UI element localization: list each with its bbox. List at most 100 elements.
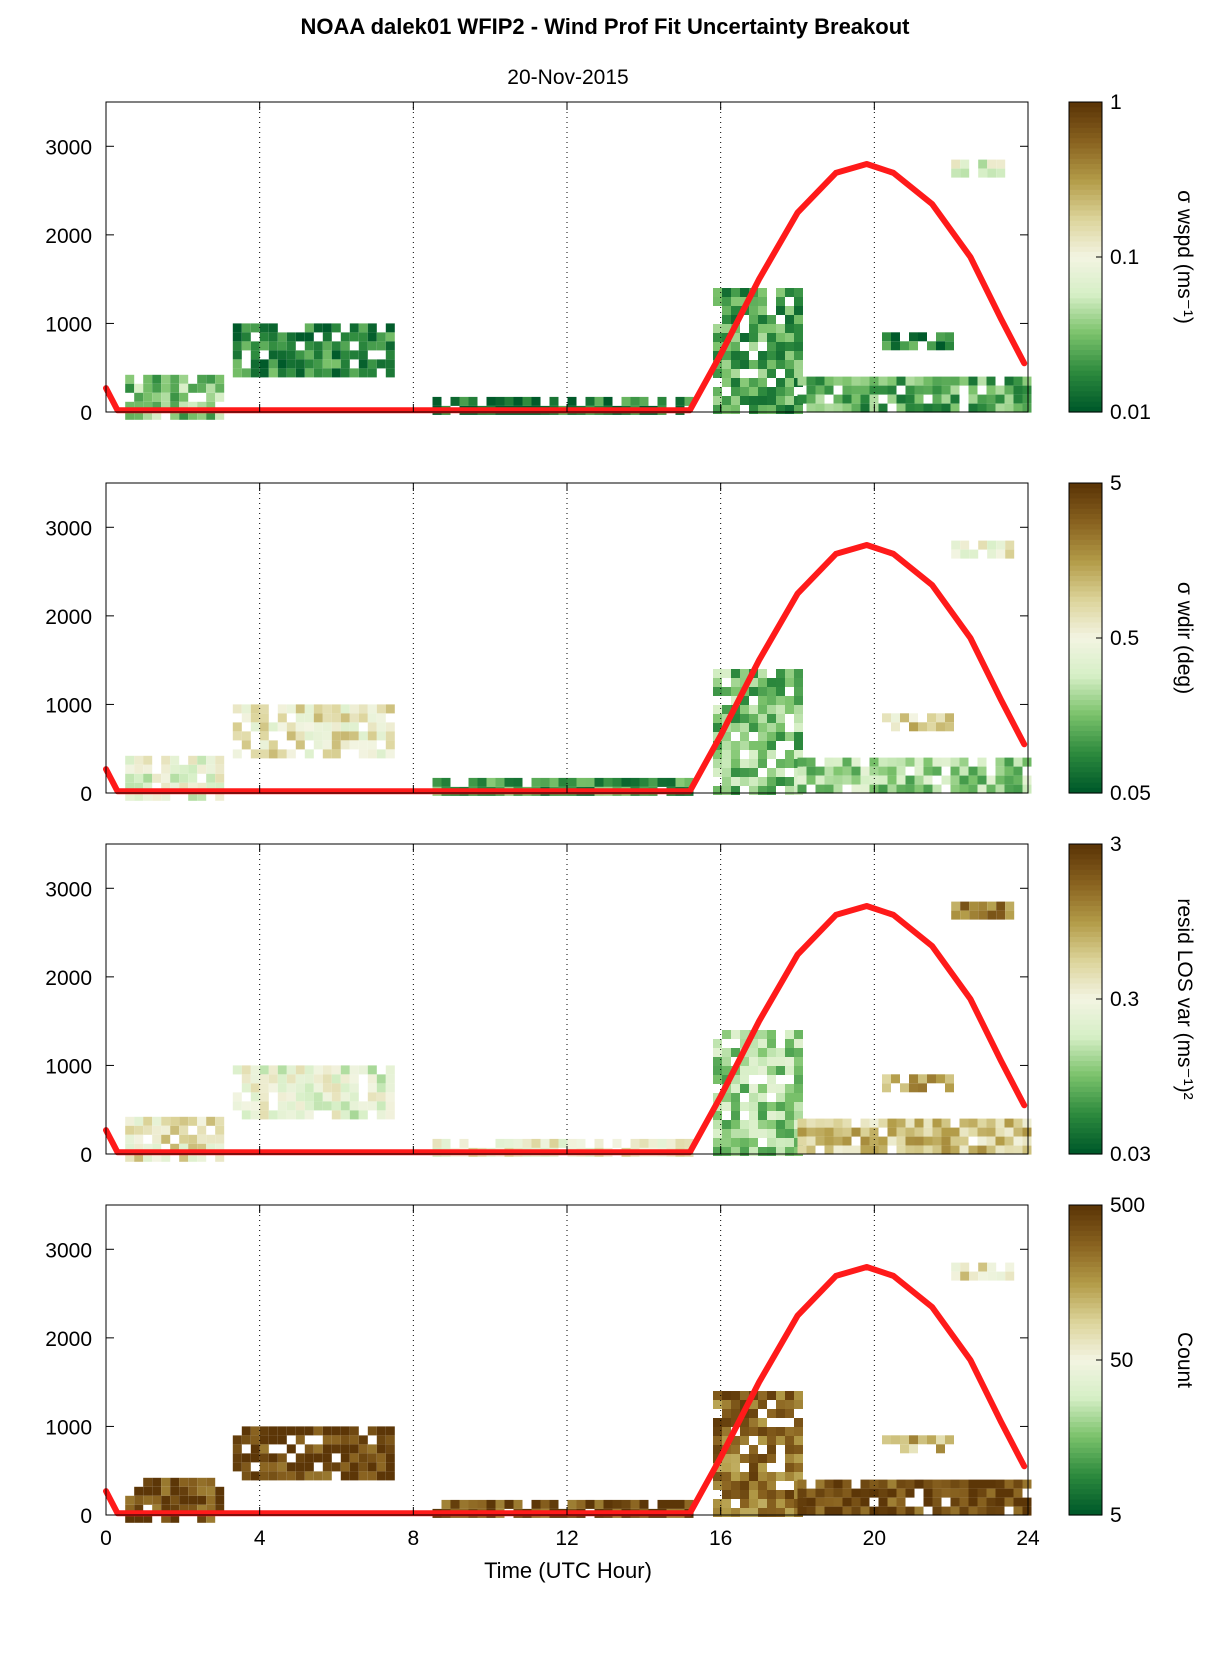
heatmap-cell [259,704,269,714]
heatmap-cell [905,1479,915,1489]
heatmap-cell [794,1436,803,1445]
heatmap-cell [860,1127,870,1137]
colorbar-segment [1069,319,1102,325]
heatmap-cell [666,1499,676,1509]
heatmap-cell [896,1488,906,1498]
heatmap-cell [522,1138,532,1148]
colorbar-segment [1069,1499,1102,1506]
heatmap-cell [331,722,341,732]
colorbar-segment [1069,127,1102,134]
heatmap-cell [385,350,395,360]
heatmap-cell [1004,1479,1014,1489]
heatmap-cell [268,1471,278,1481]
colorbar-segment [1069,1277,1102,1284]
heatmap-cell [450,396,460,406]
heatmap-cell [152,374,162,384]
heatmap-cell [125,764,135,774]
heatmap-cell [385,332,395,342]
heatmap-cell [794,1039,803,1048]
heatmap-cell [905,1506,915,1516]
heatmap-cell [161,764,171,774]
heatmap-cell [215,773,225,783]
heatmap-cell [731,378,740,387]
heatmap-cell [909,722,918,732]
heatmap-cell [731,1030,740,1039]
colorbar-segment [1069,498,1102,505]
heatmap-cell [950,775,960,785]
heatmap-cell [722,1418,731,1427]
heatmap-cell [630,777,640,787]
heatmap-cell [250,1083,260,1093]
colorbar-segment [1069,112,1102,119]
heatmap-cell [851,757,861,767]
heatmap-cell [833,1506,843,1516]
heatmap-cell [313,341,323,351]
colorbar-segment [1069,1241,1102,1247]
heatmap-cell [740,705,749,714]
heatmap-cell [842,394,852,404]
heatmap-cell [376,1471,386,1481]
heatmap-cell [268,1065,278,1075]
heatmap-cell [331,359,341,369]
heatmap-cell [932,1127,942,1137]
heatmap-cell [304,704,314,714]
heatmap-cell [179,1134,189,1144]
heatmap-cell [996,910,1006,920]
heatmap-cell [785,351,794,360]
heatmap-cell [313,323,323,333]
heatmap-cell [232,1101,242,1111]
heatmap-cell [923,766,933,776]
heatmap-cell [567,1499,577,1509]
heatmap-cell [887,394,897,404]
colorbar-segment [1069,1210,1102,1216]
heatmap-cell [767,333,776,342]
colorbar-segment [1069,210,1102,217]
heatmap-cell [815,376,825,386]
heatmap-cell [900,341,909,351]
heatmap-cell [950,376,960,386]
heatmap-cell [815,784,825,794]
heatmap-cell [558,777,568,787]
heatmap-cell [794,1418,803,1427]
heatmap-cell [767,1129,776,1138]
heatmap-cell [758,405,767,414]
heatmap-cell [295,1435,305,1445]
heatmap-cell [842,766,852,776]
colorbar-tick-label: 0.5 [1110,627,1139,650]
heatmap-cell [232,1065,242,1075]
colorbar-segment [1069,246,1102,253]
heatmap-cell [794,324,803,333]
heatmap-cell [749,1481,758,1490]
y-tick-label: 0 [80,783,92,806]
colorbar-segment [1069,916,1102,923]
heatmap-cell [376,1092,386,1102]
heatmap-cell [959,1488,969,1498]
heatmap-cell [358,704,368,714]
heatmap-cell [905,376,915,386]
heatmap-cell [932,1479,942,1489]
heatmap-cell [250,1426,260,1436]
colorbar-segment [1069,596,1102,603]
heatmap-cell [340,332,350,342]
heatmap-cell [250,713,260,723]
heatmap-cell [675,1499,685,1509]
heatmap-cell [806,757,816,767]
heatmap-cell [758,1508,767,1517]
heatmap-cell [1005,910,1015,920]
heatmap-cell [331,1444,341,1454]
heatmap-cell [731,1472,740,1481]
heatmap-cell [833,784,843,794]
heatmap-cell [758,732,767,741]
heatmap-cell [758,786,767,795]
heatmap-cell [968,394,978,404]
colorbar-segment [1069,952,1102,959]
heatmap-cell [340,1426,350,1436]
heatmap-cell [684,777,694,787]
heatmap-cell [749,723,758,732]
colorbar: 50.50.05σ wdir (deg) [1068,472,1196,805]
heatmap-cell [125,791,135,801]
heatmap-cell [986,1506,996,1516]
heatmap-cell [833,1488,843,1498]
heatmap-cell [594,777,604,787]
